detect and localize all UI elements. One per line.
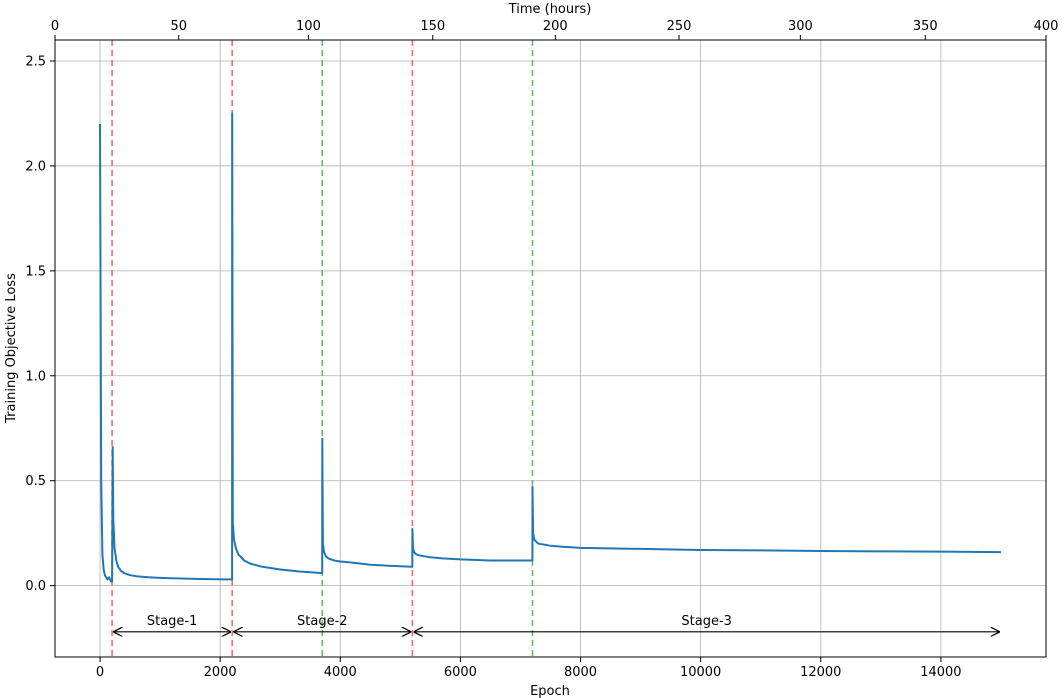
top-tick-label: 50 [170, 19, 187, 34]
x-tick-label: 10000 [680, 665, 721, 680]
x-tick-label: 6000 [444, 665, 477, 680]
stage-label: Stage-1 [147, 614, 198, 629]
top-axis-label: Time (hours) [508, 2, 592, 17]
top-tick-label: 100 [296, 19, 321, 34]
top-axis-ticks: 0 50 100 150 200 250 300 350 400 [51, 19, 1059, 40]
x-tick-label: 2000 [204, 665, 237, 680]
y-tick-label: 0.0 [25, 579, 46, 594]
loss-line [99, 112, 1002, 583]
stage-annotations: Stage-1 Stage-2 Stage-3 [114, 614, 999, 632]
top-tick-label: 150 [420, 19, 445, 34]
stage-label: Stage-3 [681, 614, 732, 629]
plot-frame [54, 39, 1047, 658]
x-tick-label: 0 [96, 665, 104, 680]
y-tick-label: 2.0 [25, 159, 46, 174]
x-tick-label: 14000 [920, 665, 961, 680]
loss-series [99, 112, 1002, 583]
y-axis-label: Training Objective Loss [4, 273, 19, 424]
top-tick-label: 200 [543, 19, 568, 34]
top-tick-label: 300 [788, 19, 813, 34]
top-tick-label: 400 [1034, 19, 1059, 34]
x-tick-label: 4000 [324, 665, 357, 680]
x-axis-ticks: 0 2000 4000 6000 8000 10000 12000 14000 [96, 657, 962, 680]
y-tick-label: 0.5 [25, 474, 46, 489]
grid [55, 40, 1046, 657]
y-axis-ticks: 0.0 0.5 1.0 1.5 2.0 2.5 [25, 54, 55, 594]
y-tick-label: 2.5 [25, 54, 46, 69]
x-tick-label: 8000 [564, 665, 597, 680]
y-tick-label: 1.5 [25, 264, 46, 279]
y-tick-label: 1.0 [25, 369, 46, 384]
stage-label: Stage-2 [297, 614, 348, 629]
top-tick-label: 0 [51, 19, 59, 34]
top-tick-label: 250 [667, 19, 692, 34]
x-axis-label: Epoch [530, 684, 570, 698]
x-tick-label: 12000 [800, 665, 841, 680]
top-tick-label: 350 [913, 19, 938, 34]
